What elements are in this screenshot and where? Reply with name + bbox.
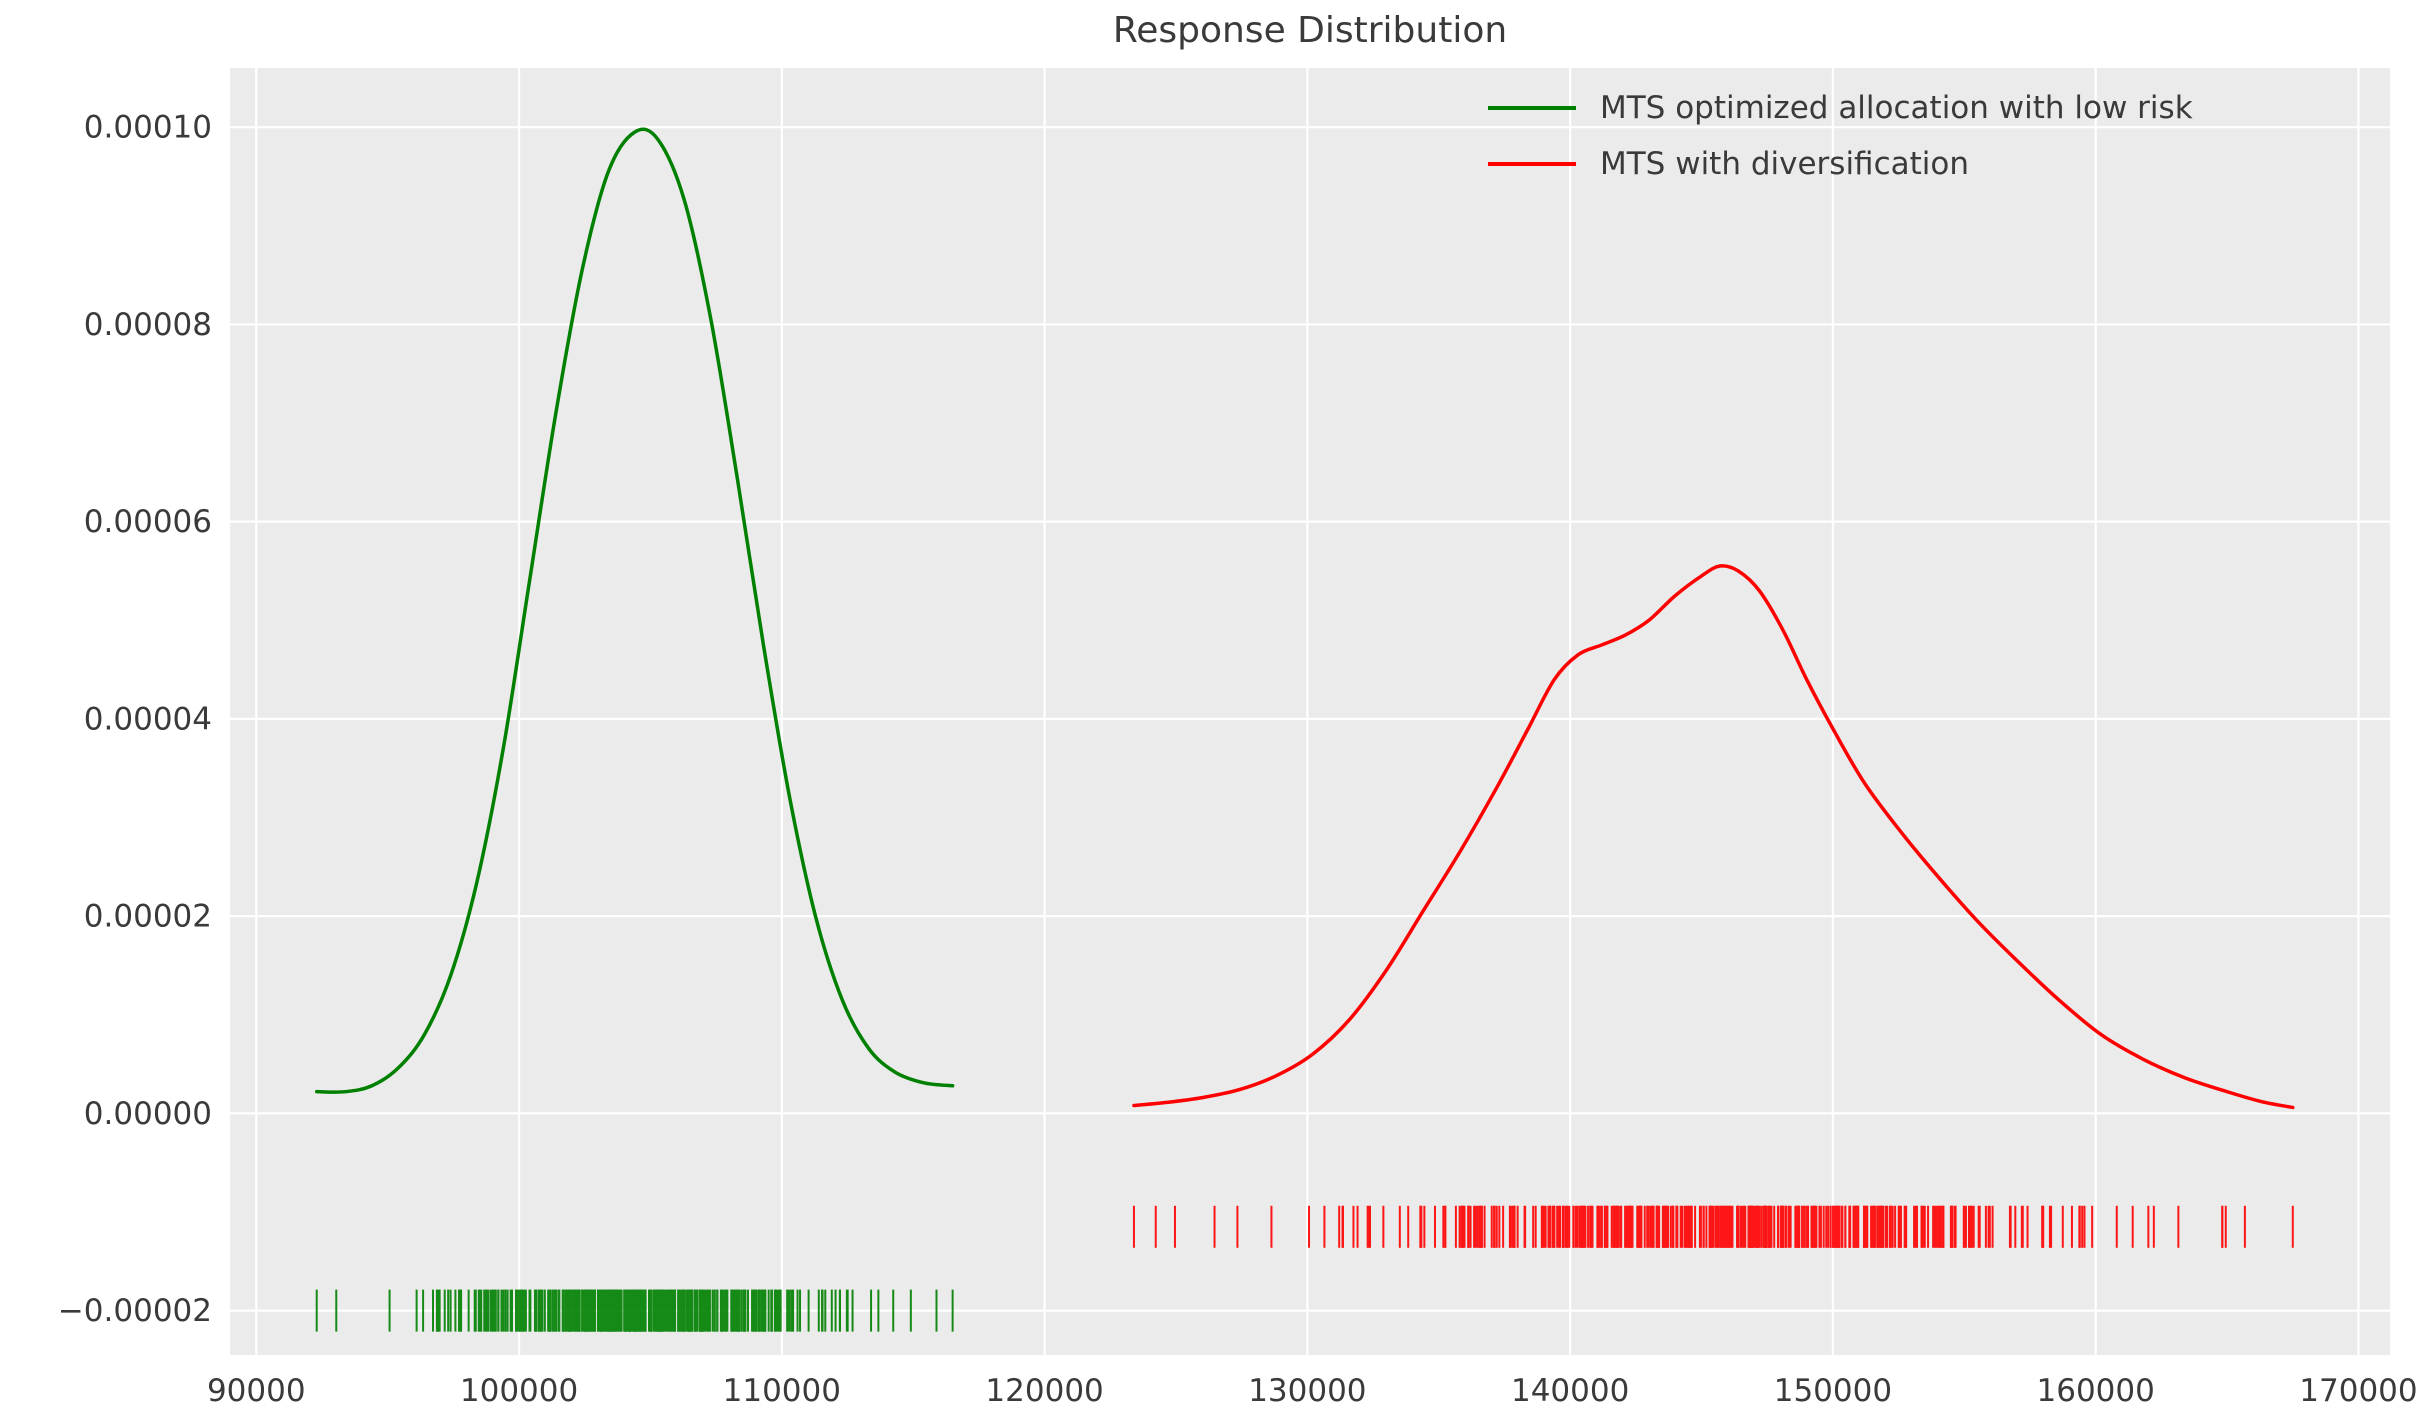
x-tick-label: 100000	[460, 1373, 578, 1409]
tick-labels: 90000 100000 110000 120000 130000 140000 15000…	[58, 110, 2418, 1409]
x-tick-label: 150000	[1774, 1373, 1892, 1409]
legend-entry: MTS optimized allocation with low risk	[1488, 90, 2193, 126]
legend-label: MTS optimized allocation with low risk	[1600, 90, 2193, 126]
y-tick-label: 0.00008	[84, 307, 212, 343]
plot-area	[230, 68, 2390, 1355]
x-tick-label: 160000	[2037, 1373, 2155, 1409]
y-tick-label: 0.00010	[84, 110, 212, 146]
legend: MTS optimized allocation with low risk M…	[1488, 90, 2193, 182]
x-tick-label: 110000	[723, 1373, 841, 1409]
kde-curve-0	[314, 127, 955, 1094]
gridlines	[230, 68, 2390, 1355]
x-tick-label: 90000	[207, 1373, 306, 1409]
legend-entry: MTS with diversification	[1488, 146, 2193, 182]
x-tick-label: 130000	[1248, 1373, 1366, 1409]
x-tick-label: 120000	[985, 1373, 1103, 1409]
legend-label: MTS with diversification	[1600, 146, 1970, 182]
legend-line-swatch-green	[1488, 106, 1576, 110]
kde-curve-1	[1132, 564, 2295, 1110]
y-tick-label: −0.00002	[58, 1293, 212, 1329]
y-tick-label: 0.00006	[84, 504, 212, 540]
y-tick-label: 0.00002	[84, 899, 212, 935]
y-tick-label: 0.00004	[84, 701, 212, 737]
legend-line-swatch-red	[1488, 162, 1576, 166]
y-tick-label: 0.00000	[84, 1096, 212, 1132]
chart-title: Response Distribution	[1112, 10, 1508, 51]
x-tick-label: 170000	[2299, 1373, 2417, 1409]
rug-marks-0	[315, 1289, 954, 1332]
x-tick-label: 140000	[1511, 1373, 1629, 1409]
rug-marks-1	[1132, 1205, 2294, 1248]
